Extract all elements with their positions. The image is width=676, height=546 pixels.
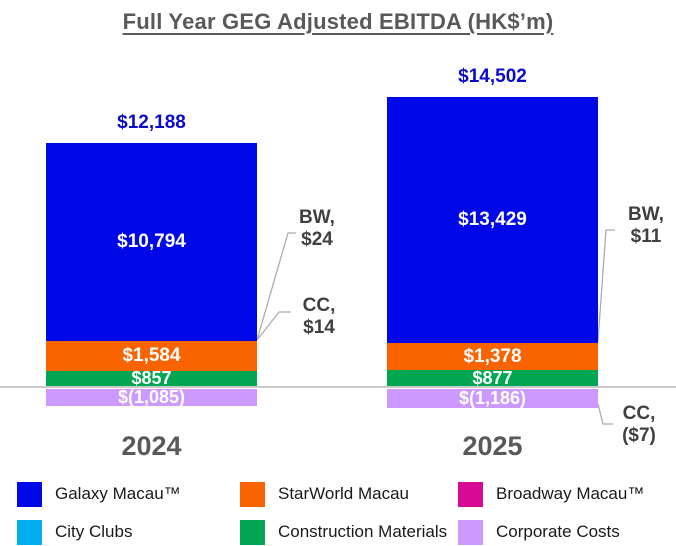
category-label-2025: 2025 xyxy=(462,430,523,461)
callout-line-bw-2024 xyxy=(256,232,296,341)
segment-corporate-costs-2024: $(1,085) xyxy=(46,387,257,407)
segment-starworld-macau-2024: $1,584 xyxy=(46,341,257,371)
legend-swatch-corporate-costs xyxy=(458,519,483,545)
segment-construction-materials-2024: $857 xyxy=(46,368,257,388)
legend-item-city-clubs: City Clubs xyxy=(17,519,132,545)
segment-galaxy-macau-2024: $10,794 xyxy=(46,143,257,341)
legend-item-galaxy-macau: Galaxy Macau™ xyxy=(17,481,181,507)
callout-broadway-2024: BW, $24 xyxy=(294,207,340,251)
page-title: Full Year GEG Adjusted EBITDA (HK$’m) xyxy=(0,9,676,35)
segment-value-label: $877 xyxy=(472,367,513,388)
legend-item-broadway-macau: Broadway Macau™ xyxy=(458,481,644,507)
legend-swatch-galaxy-macau xyxy=(17,481,42,507)
callout-city-clubs-2024: CC, $14 xyxy=(296,295,342,339)
page-title-text: Full Year GEG Adjusted EBITDA (HK$’m) xyxy=(122,9,554,34)
segment-value-label: $857 xyxy=(131,368,172,388)
segment-starworld-macau-2025: $1,378 xyxy=(387,343,598,370)
callout-line1: BW, xyxy=(628,204,664,225)
segment-value-label: $1,584 xyxy=(122,345,181,366)
legend-swatch-starworld-macau xyxy=(240,481,265,507)
legend-item-corporate-costs: Corporate Costs xyxy=(458,519,620,545)
segment-value-label: $(1,085) xyxy=(117,387,186,407)
legend-label: Construction Materials xyxy=(278,522,448,541)
callout-line1: BW, xyxy=(299,207,335,228)
callout-line-bw-2025 xyxy=(597,229,615,342)
callout-line1: CC, xyxy=(622,403,656,424)
segment-construction-materials-2025: $877 xyxy=(387,367,598,388)
callout-line2: $24 xyxy=(301,229,333,250)
legend-item-starworld-macau: StarWorld Macau xyxy=(240,481,409,507)
total-label-2024: $12,188 xyxy=(117,112,186,133)
legend-item-construction-materials: Construction Materials xyxy=(240,519,447,545)
segment-value-label: $10,794 xyxy=(117,231,186,252)
segment-corporate-costs-2025: $(1,186) xyxy=(387,388,598,408)
callout-broadway-2025: BW, $11 xyxy=(620,204,672,248)
segment-value-label: $1,378 xyxy=(463,345,522,367)
segment-galaxy-macau-2025: $13,429 xyxy=(387,97,598,343)
legend-swatch-construction-materials xyxy=(240,519,265,545)
legend-label: City Clubs xyxy=(55,522,133,541)
callout-line2: $11 xyxy=(630,226,662,247)
callout-line-cc-2024 xyxy=(256,311,291,341)
segment-value-label: $(1,186) xyxy=(458,388,527,408)
category-label-2024: 2024 xyxy=(121,430,182,461)
callout-line2: $14 xyxy=(303,317,335,338)
callout-city-clubs-2025: CC, ($7) xyxy=(608,403,670,447)
segment-value-label: $13,429 xyxy=(458,209,527,230)
legend-label: Broadway Macau™ xyxy=(496,484,645,503)
legend-swatch-broadway-macau xyxy=(458,481,483,507)
callout-line2: ($7) xyxy=(622,425,656,446)
legend-label: StarWorld Macau xyxy=(278,484,410,503)
total-label-2025: $14,502 xyxy=(458,66,527,87)
legend-label: Galaxy Macau™ xyxy=(55,484,181,503)
callout-line1: CC, xyxy=(302,295,336,316)
legend-swatch-city-clubs xyxy=(17,519,42,545)
zero-axis-line xyxy=(0,386,676,388)
legend-label: Corporate Costs xyxy=(496,522,620,541)
